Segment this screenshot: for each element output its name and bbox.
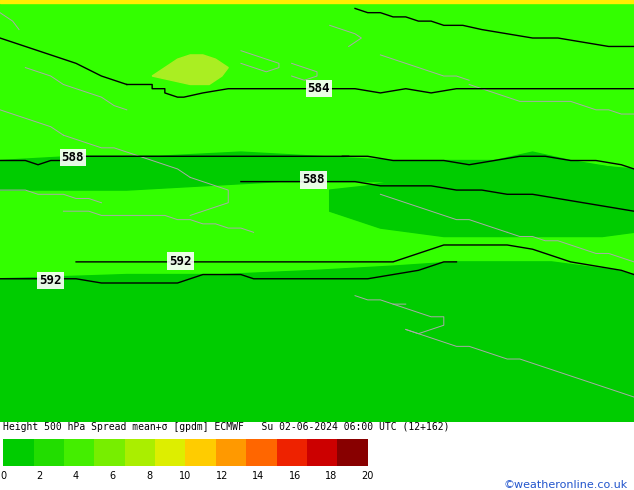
Bar xyxy=(185,439,216,466)
Bar xyxy=(3,439,34,466)
Polygon shape xyxy=(152,55,228,84)
Bar xyxy=(34,439,64,466)
Bar xyxy=(94,439,125,466)
Text: 4: 4 xyxy=(73,471,79,481)
Bar xyxy=(276,439,307,466)
Polygon shape xyxy=(0,152,634,190)
Text: 12: 12 xyxy=(216,471,228,481)
Text: 592: 592 xyxy=(39,274,62,287)
Bar xyxy=(0,0,634,3)
Text: 588: 588 xyxy=(302,173,325,186)
Text: 8: 8 xyxy=(146,471,152,481)
Text: 20: 20 xyxy=(361,471,374,481)
Bar xyxy=(307,439,337,466)
Text: 588: 588 xyxy=(61,151,84,164)
Text: 584: 584 xyxy=(307,82,330,95)
Bar xyxy=(125,439,155,466)
Text: 0: 0 xyxy=(0,471,6,481)
Polygon shape xyxy=(0,262,634,422)
Text: 18: 18 xyxy=(325,471,337,481)
Text: Height 500 hPa Spread mean+σ [gpdm] ECMWF   Su 02-06-2024 06:00 UTC (12+162): Height 500 hPa Spread mean+σ [gpdm] ECMW… xyxy=(3,422,450,432)
Text: 16: 16 xyxy=(288,471,301,481)
Text: 10: 10 xyxy=(179,471,191,481)
Text: ©weatheronline.co.uk: ©weatheronline.co.uk xyxy=(503,480,628,490)
Text: 2: 2 xyxy=(37,471,42,481)
Bar xyxy=(64,439,94,466)
Bar xyxy=(246,439,276,466)
Text: 14: 14 xyxy=(252,471,264,481)
Bar xyxy=(337,439,368,466)
Bar xyxy=(155,439,185,466)
Text: 6: 6 xyxy=(110,471,115,481)
Bar xyxy=(216,439,246,466)
Text: 592: 592 xyxy=(169,254,192,268)
Polygon shape xyxy=(330,152,634,237)
